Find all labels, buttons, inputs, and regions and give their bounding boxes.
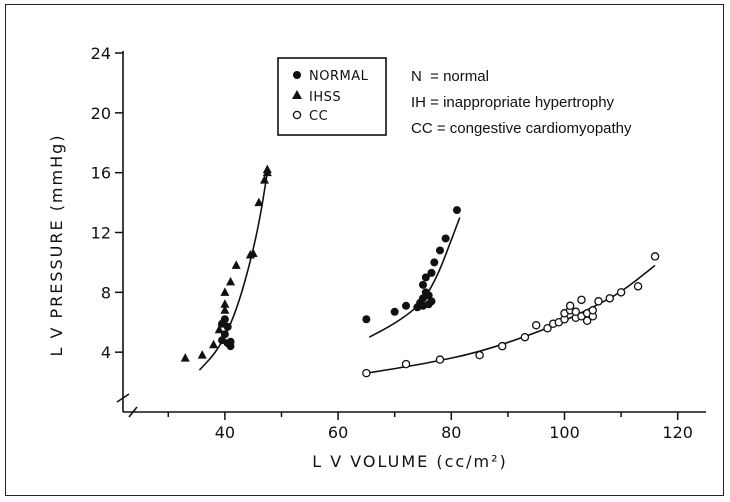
point-normal [421,273,430,282]
point-normal [418,280,427,289]
chart-canvas: 4 8 12 16 20 24 40 60 80 100 120 L V PRESSURE (mmH… [47,44,706,471]
x-tick-label: 60 [328,423,348,442]
point-ihss [226,276,236,286]
point-ihss [209,339,219,349]
legend: NORMAL IHSS CC [277,57,387,136]
point-cc [571,307,581,317]
point-ihss [220,287,230,296]
legend-marker-cc [292,110,302,120]
legend-label-normal: NORMAL [309,69,369,84]
x-axis-break-mark [128,406,138,418]
point-cc [616,288,626,297]
point-cc [605,294,615,303]
point-cc [633,282,643,291]
fit-curve-cc [366,264,656,374]
point-ihss [231,260,241,269]
data-points [180,164,660,378]
fit-curves [198,172,656,374]
legend-marker-ihss [292,90,302,99]
x-axis-title: L V VOLUME (cc/m²) [312,452,508,471]
point-normal [441,234,450,243]
point-cc [435,355,445,364]
point-cc [520,332,530,342]
axes: 4 8 12 16 20 24 40 60 80 100 120 [91,44,706,442]
point-ihss [220,299,230,308]
point-normal [362,315,371,324]
x-tick-label: 40 [215,423,235,442]
note-congestive-cardiomyopathy: CC = congestive cardiomyopathy [411,120,632,137]
legend-label-ihss: IHSS [309,90,341,105]
legend-label-cc: CC [309,109,328,124]
point-cc [594,297,603,306]
point-ihss-circle [218,319,227,328]
point-normal [424,291,433,300]
point-ihss [214,324,224,334]
y-tick-label: 12 [91,224,111,243]
point-cc [565,301,575,311]
point-ihss [262,164,272,174]
point-normal [430,258,439,267]
legend-marker-normal [293,71,301,79]
point-normal [452,206,461,215]
y-axis-break-mark [116,393,130,403]
point-ihss [254,197,264,207]
point-normal [427,268,436,277]
point-normal [402,301,411,310]
note-normal: N = normal [411,68,489,85]
point-ihss [220,305,230,314]
point-normal [435,246,444,255]
point-cc [401,359,411,369]
y-axis-title: L V PRESSURE (mmHg) [47,133,66,356]
point-cc [362,368,371,378]
point-cc [577,295,586,305]
point-normal [390,307,399,316]
point-cc [650,252,660,261]
x-tick-label: 100 [549,423,580,442]
y-tick-label: 8 [101,283,111,302]
chart-frame: 4 8 12 16 20 24 40 60 80 100 120 L V PRESSURE (mmH… [5,4,724,496]
point-cc [543,323,552,333]
point-ihss-circle [226,337,235,346]
y-tick-label: 4 [101,343,111,362]
point-ihss-circle [220,330,229,339]
x-tick-label: 80 [441,423,461,442]
legend-box [277,57,387,136]
point-cc [588,306,598,315]
point-ihss [197,350,207,359]
point-ihss [260,175,270,184]
point-cc [475,350,484,360]
point-ihss [248,248,258,257]
y-tick-label: 20 [91,104,111,123]
note-inappropriate-hypertrophy: IH = inappropriate hypertrophy [411,94,615,111]
abbreviation-notes: N = normal IH = inappropriate hypertroph… [411,68,632,137]
point-ihss [180,353,190,362]
point-normal [427,297,436,306]
y-tick-label: 16 [91,164,111,183]
y-tick-label: 24 [91,44,111,63]
x-tick-label: 120 [662,423,693,442]
point-cc [531,320,541,330]
point-cc [497,341,507,351]
